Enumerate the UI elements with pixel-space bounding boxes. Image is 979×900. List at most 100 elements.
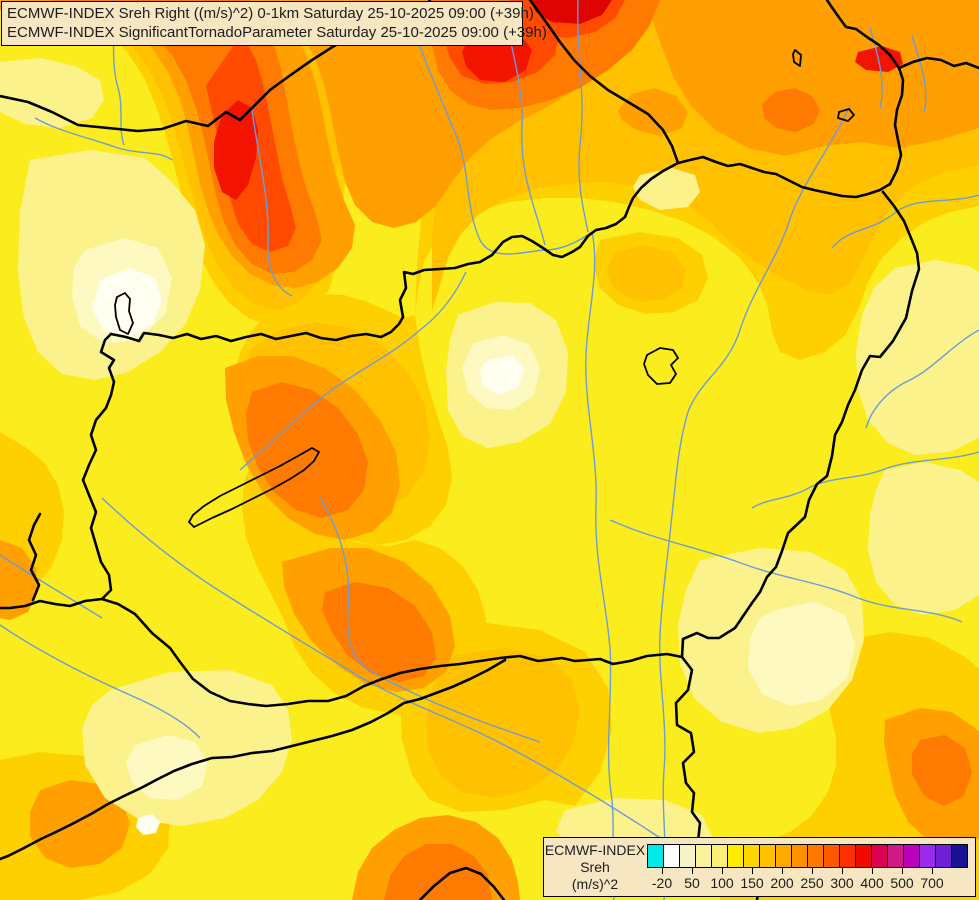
river-mura	[0, 554, 103, 619]
colorbar-cell	[743, 844, 760, 868]
colorbar-cell	[791, 844, 808, 868]
colorbar-cell	[647, 844, 664, 868]
river-sio	[319, 497, 541, 743]
river-tisza	[659, 104, 851, 900]
pale-east-south	[868, 462, 979, 615]
border-slovenia-croatia	[0, 597, 104, 610]
colorbar-cell	[935, 844, 952, 868]
white-center-dot	[480, 355, 524, 395]
border-hungary-south	[100, 597, 684, 708]
colorbar-tick	[722, 868, 723, 874]
map-title-line2: ECMWF-INDEX SignificantTornadoParameter …	[7, 24, 547, 41]
river-danube-main	[585, 231, 615, 900]
colorbar-cell	[903, 844, 920, 868]
pale-east-band	[856, 260, 979, 455]
lake-balaton	[188, 447, 320, 528]
deep-orange-northeast-spot	[762, 88, 820, 132]
white-left-spot	[92, 268, 162, 338]
colorbar-tick-label: 250	[800, 875, 824, 891]
colorbar-tick-label: 700	[920, 875, 944, 891]
pale-northwest-corner	[0, 58, 104, 128]
colorbar-cell	[663, 844, 680, 868]
border-hungary-romania	[674, 190, 921, 900]
river-northwest-b	[34, 117, 173, 161]
river-danube-upper	[407, 3, 593, 255]
colorbar-tick	[812, 868, 813, 874]
colorbar-tick	[692, 868, 693, 874]
orange-northeast-spot-b	[618, 88, 688, 136]
colorbar-cell	[727, 844, 744, 868]
river-northeast-a	[869, 27, 883, 109]
colorbar-cell	[951, 844, 968, 868]
colorbar-tick-label: 200	[770, 875, 794, 891]
border-hungary-austria-north	[109, 315, 405, 343]
river-morava	[251, 109, 293, 297]
deep-orange-bottom	[384, 844, 492, 900]
border-ukraine-north	[825, 0, 901, 70]
border-bosnia-serbia	[418, 866, 506, 900]
orange-bottom-left-spot	[30, 780, 130, 868]
border-croatia-bosnia	[0, 658, 507, 861]
colorbar-tick	[842, 868, 843, 874]
colorbar-cell	[871, 844, 888, 868]
colorbar-tick-row: -20 50 100 150 200 250 300 400 500 700	[647, 868, 968, 894]
legend-parameter: Sreh	[580, 859, 610, 875]
colorbar-cell	[807, 844, 824, 868]
border-slovakia-north	[528, 0, 680, 165]
river-bodrog	[831, 194, 979, 249]
red-diagonal-core	[214, 100, 258, 200]
amber-finger-core	[606, 245, 686, 301]
colorbar	[647, 844, 968, 868]
colorbar-tick-label: 50	[684, 875, 700, 891]
legend-units: (m/s)^2	[571, 876, 619, 892]
lake-neusiedl	[114, 292, 134, 335]
deep-orange-south-core	[322, 582, 436, 682]
dark-red-top-edge	[530, 0, 612, 24]
colorbar-cell	[759, 844, 776, 868]
legend-label-block: ECMWF-INDEX Sreh (m/s)^2	[544, 842, 646, 893]
river-raba	[239, 271, 467, 471]
orange-left-edge-spot	[0, 540, 38, 620]
colorbar-cell	[711, 844, 728, 868]
legend: ECMWF-INDEX Sreh (m/s)^2 -20 50 100 150 200 2…	[543, 837, 976, 897]
map-title-box: ECMWF-INDEX Sreh Right ((m/s)^2) 0-1km S…	[1, 1, 547, 46]
river-koros	[751, 451, 979, 509]
lake-tisza	[643, 347, 679, 385]
deep-orange-bottom-right	[912, 735, 972, 806]
border-ukraine-east	[897, 56, 979, 70]
colorbar-cell	[839, 844, 856, 868]
colorbar-tick	[932, 868, 933, 874]
colorbar-cell	[919, 844, 936, 868]
contour-dark-red-layer	[530, 0, 612, 24]
map-title-line1: ECMWF-INDEX Sreh Right ((m/s)^2) 0-1km S…	[7, 5, 534, 22]
colorbar-tick	[752, 868, 753, 874]
border-hungary-west	[81, 332, 116, 601]
colorbar-cell	[887, 844, 904, 868]
river-maros	[865, 329, 979, 429]
lake-small-northeast-a	[792, 49, 802, 67]
river-east-plain	[609, 519, 963, 623]
colorbar-tick	[872, 868, 873, 874]
river-sava	[0, 624, 201, 739]
legend-title: ECMWF-INDEX	[544, 842, 646, 858]
colorbar-tick-label: 150	[740, 875, 764, 891]
river-hron	[577, 0, 589, 233]
colorbar-cell	[695, 844, 712, 868]
colorbar-tick	[902, 868, 903, 874]
border-austria-slovenia-stub	[27, 512, 42, 602]
river-northeast-b	[911, 35, 927, 113]
colorbar-tick-label: -20	[651, 875, 673, 891]
cream-southeast-core	[748, 602, 855, 706]
amber-southeast-core	[426, 648, 580, 798]
colorbar-tick-label: 500	[890, 875, 914, 891]
colorbar-tick	[782, 868, 783, 874]
gold-bottom-right	[720, 632, 979, 900]
lake-small-northeast-b	[837, 108, 855, 122]
colorbar-tick-label: 300	[830, 875, 854, 891]
border-hungary-north	[398, 155, 892, 319]
colorbar-tick-label: 100	[710, 875, 734, 891]
colorbar-tick-label: 400	[860, 875, 884, 891]
